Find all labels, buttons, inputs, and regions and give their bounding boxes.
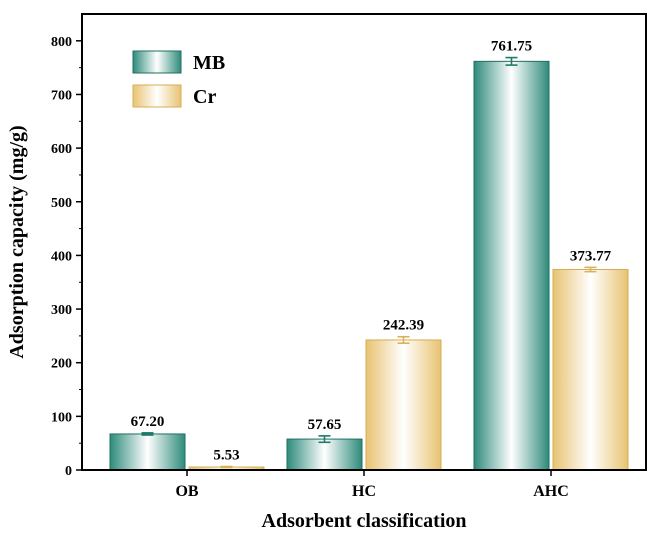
data-label-mb-hc: 57.65 bbox=[308, 417, 342, 433]
x-tick-label-ahc: AHC bbox=[533, 483, 569, 500]
legend-label-mb: MB bbox=[193, 52, 225, 74]
data-label-cr-ob: 5.53 bbox=[213, 447, 239, 463]
bars-layer bbox=[109, 60, 629, 471]
y-tick-label: 200 bbox=[51, 357, 72, 372]
error-bar-mb-hc bbox=[318, 435, 331, 444]
y-tick-label: 800 bbox=[51, 35, 72, 50]
y-axis-ticks: 0 100 200 300 400 500 600 700 800 bbox=[51, 35, 82, 479]
y-tick-label: 600 bbox=[51, 142, 72, 157]
error-bars-layer bbox=[141, 56, 597, 469]
legend: MB Cr bbox=[132, 50, 225, 108]
x-axis-ticks: OB HC AHC bbox=[175, 470, 569, 500]
bar-mb-hc bbox=[286, 438, 363, 471]
y-tick-label: 700 bbox=[51, 88, 72, 103]
legend-label-cr: Cr bbox=[193, 86, 216, 108]
error-bar-mb-ahc bbox=[505, 56, 518, 66]
x-axis-title: Adsorbent classification bbox=[262, 510, 467, 532]
y-tick-label: 100 bbox=[51, 410, 72, 425]
bar-cr-hc bbox=[365, 339, 442, 471]
y-tick-label: 0 bbox=[65, 464, 72, 479]
data-label-mb-ahc: 761.75 bbox=[491, 39, 532, 55]
bar-mb-ob bbox=[109, 433, 186, 471]
y-tick-label: 400 bbox=[51, 249, 72, 264]
error-bar-cr-ahc bbox=[584, 266, 597, 273]
data-labels-layer: 67.20 57.65 761.75 5.53 242.39 373.77 bbox=[131, 39, 612, 464]
x-tick-label-ob: OB bbox=[175, 483, 198, 500]
y-tick-label: 300 bbox=[51, 303, 72, 318]
bar-mb-ahc bbox=[473, 60, 550, 471]
error-bar-cr-ob bbox=[220, 465, 233, 469]
y-axis-title: Adsorption capacity (mg/g) bbox=[6, 125, 28, 358]
legend-swatch-mb bbox=[132, 50, 182, 74]
data-label-mb-ob: 67.20 bbox=[131, 414, 165, 430]
data-label-cr-ahc: 373.77 bbox=[570, 248, 612, 264]
data-label-cr-hc: 242.39 bbox=[383, 318, 424, 334]
x-tick-label-hc: HC bbox=[352, 483, 376, 500]
error-bar-mb-ob bbox=[141, 432, 154, 436]
y-tick-label: 500 bbox=[51, 196, 72, 211]
bar-cr-ahc bbox=[552, 268, 629, 471]
legend-swatch-cr bbox=[132, 84, 182, 108]
error-bar-cr-hc bbox=[397, 335, 410, 344]
